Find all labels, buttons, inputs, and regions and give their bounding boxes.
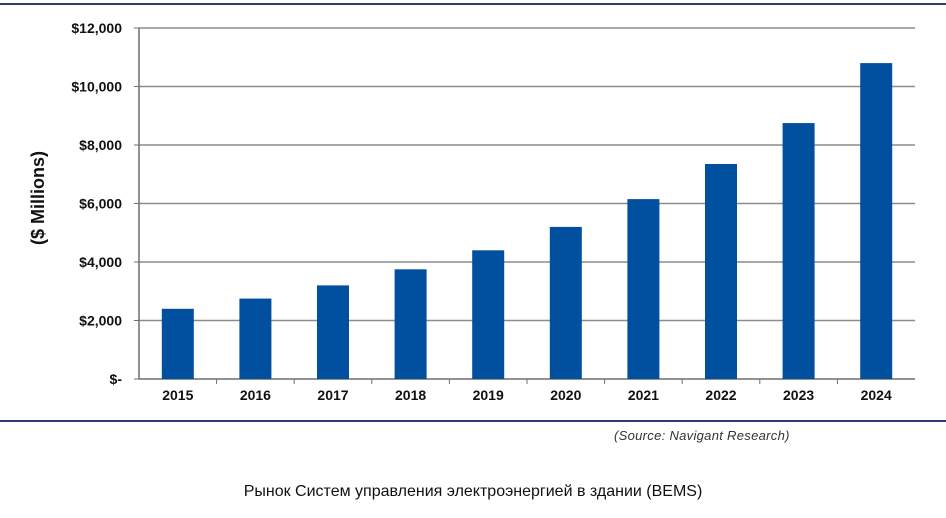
- y-tick-label: $4,000: [79, 254, 122, 270]
- x-tick-label: 2015: [162, 387, 193, 403]
- y-tick-label: $-: [110, 371, 123, 387]
- x-tick-label: 2022: [705, 387, 736, 403]
- chart-caption: Рынок Систем управления электроэнергией …: [243, 483, 703, 500]
- y-tick-label: $2,000: [79, 313, 122, 329]
- bars: [161, 63, 893, 379]
- x-tick-label: 2024: [861, 387, 892, 403]
- bar-2021: [627, 199, 660, 379]
- bar-2016: [239, 298, 272, 379]
- x-tick-label: 2016: [240, 387, 271, 403]
- x-tick-label: 2020: [550, 387, 581, 403]
- x-tick-label: 2023: [783, 387, 814, 403]
- bar-2018: [394, 269, 427, 379]
- bar-2015: [161, 308, 194, 379]
- x-tick-labels: 2015 2016 2017 2018 2019 2020 2021 2022 2023 2024: [162, 387, 892, 403]
- bar-2019: [472, 250, 505, 379]
- bar-2022: [705, 164, 737, 379]
- bottom-divider: [0, 420, 946, 422]
- x-tick-label: 2017: [317, 387, 348, 403]
- y-tick-labels: $- $2,000 $4,000 $6,000 $8,000 $10,000 $12,000: [71, 20, 122, 387]
- y-tick-label: $12,000: [71, 20, 122, 36]
- bar-2017: [317, 285, 349, 379]
- bar-chart: $- $2,000 $4,000 $6,000 $8,000 $10,000 $12,000…: [28, 20, 915, 403]
- y-axis-label: ($ Millions): [28, 151, 48, 245]
- bar-2023: [782, 123, 815, 379]
- x-tick-label: 2021: [628, 387, 659, 403]
- y-tick-label: $8,000: [79, 137, 122, 153]
- bar-2020: [549, 226, 582, 379]
- y-tick-label: $10,000: [71, 79, 122, 95]
- bar-2024: [860, 63, 893, 379]
- y-tick-label: $6,000: [79, 196, 122, 212]
- x-tick-label: 2019: [473, 387, 504, 403]
- top-divider: [0, 3, 946, 5]
- source-note: (Source: Navigant Research): [614, 428, 790, 443]
- x-tick-label: 2018: [395, 387, 426, 403]
